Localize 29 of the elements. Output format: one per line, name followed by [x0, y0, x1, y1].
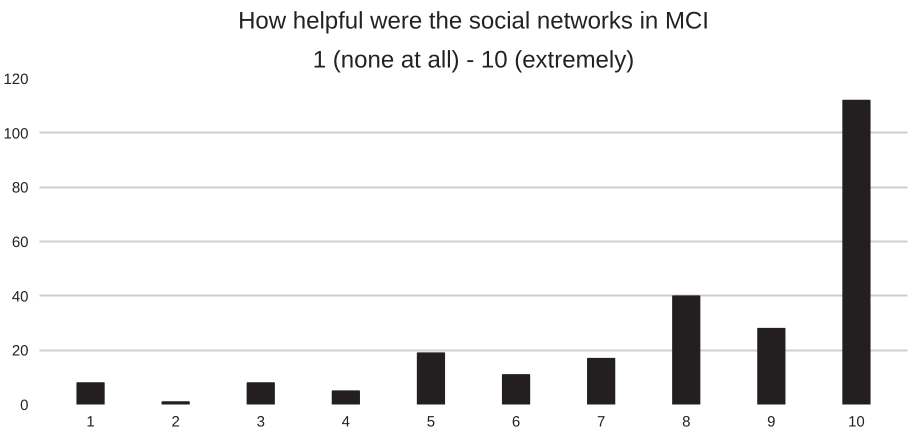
x-tick-label: 4 [342, 414, 350, 429]
bar [842, 100, 871, 404]
x-tick-label: 10 [848, 414, 865, 429]
x-tick-label: 3 [256, 414, 265, 429]
bar [76, 382, 105, 404]
x-tick-label: 8 [682, 414, 690, 429]
y-tick-label: 20 [12, 342, 29, 360]
x-tick-label: 6 [512, 414, 520, 429]
y-tick-label: 80 [12, 180, 29, 197]
chart-subtitle: 1 (none at all) - 10 (extremely) [312, 46, 634, 74]
x-tick-label: 7 [596, 414, 606, 429]
bar [757, 328, 786, 404]
bar [416, 352, 446, 404]
x-tick-label: 2 [171, 414, 180, 429]
y-tick-label: 60 [12, 234, 29, 251]
bar [587, 358, 616, 404]
bar [502, 374, 530, 404]
y-tick-label: 100 [3, 125, 29, 142]
x-tick-label: 9 [767, 414, 776, 429]
y-tick-label: 120 [3, 71, 29, 88]
bar [672, 295, 700, 404]
x-tick-label: 5 [426, 414, 436, 429]
bar [332, 390, 360, 404]
bar [246, 382, 275, 404]
chart-title: How helpful were the social networks in MCI [238, 8, 709, 34]
y-tick-label: 0 [20, 397, 28, 414]
bar [162, 401, 190, 404]
y-tick-label: 40 [12, 288, 29, 306]
x-tick-label: 1 [86, 414, 95, 429]
